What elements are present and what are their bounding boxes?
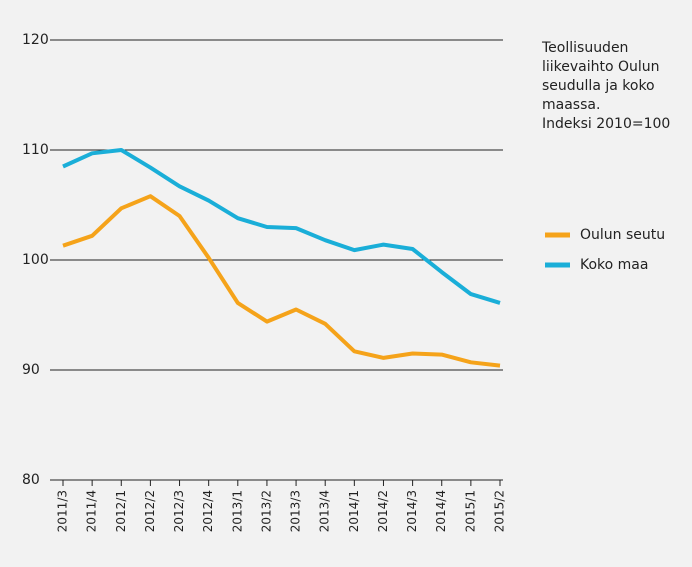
line (62, 148, 501, 305)
chart-title: Indeksi 2010=100 (542, 116, 670, 132)
x-tick-label: 2015/1 (463, 490, 477, 532)
legend-label: Oulun seutu (580, 227, 665, 243)
y-tick-label: 90 (22, 362, 40, 378)
x-tick-label: 2012/3 (172, 490, 186, 532)
y-tick-label: 110 (22, 142, 49, 158)
chart-title: liikevaihto Oulun (542, 59, 660, 75)
x-tick-label: 2015/2 (493, 490, 507, 532)
x-tick-label: 2013/2 (259, 490, 273, 532)
x-tick-label: 2012/1 (114, 490, 128, 532)
x-tick-label: 2011/4 (85, 490, 99, 532)
chart-title: maassa. (542, 97, 600, 113)
y-tick-label: 80 (22, 472, 40, 488)
x-tick-label: 2012/4 (201, 490, 215, 532)
x-tick-label: 2011/3 (56, 490, 70, 532)
x-tick-label: 2014/4 (434, 490, 448, 532)
x-tick-label: 2013/4 (318, 490, 332, 532)
legend-label: Koko maa (580, 257, 648, 273)
y-tick-label: 100 (22, 252, 49, 268)
x-tick-label: 2014/2 (376, 490, 390, 532)
x-tick-label: 2013/3 (289, 490, 303, 532)
x-tick-label: 2014/1 (347, 490, 361, 532)
chart-title: seudulla ja koko (542, 78, 655, 94)
line (62, 194, 501, 368)
x-tick-label: 2013/1 (230, 490, 244, 532)
x-tick-label: 2012/2 (143, 490, 157, 532)
x-tick-label: 2014/3 (405, 490, 419, 532)
chart-title: Teollisuuden (541, 40, 628, 56)
y-tick-label: 120 (22, 32, 49, 48)
